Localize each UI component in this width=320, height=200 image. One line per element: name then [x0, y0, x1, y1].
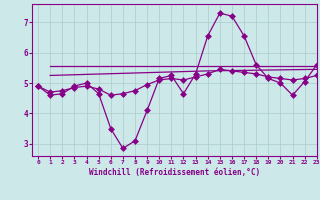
X-axis label: Windchill (Refroidissement éolien,°C): Windchill (Refroidissement éolien,°C)	[89, 168, 260, 177]
